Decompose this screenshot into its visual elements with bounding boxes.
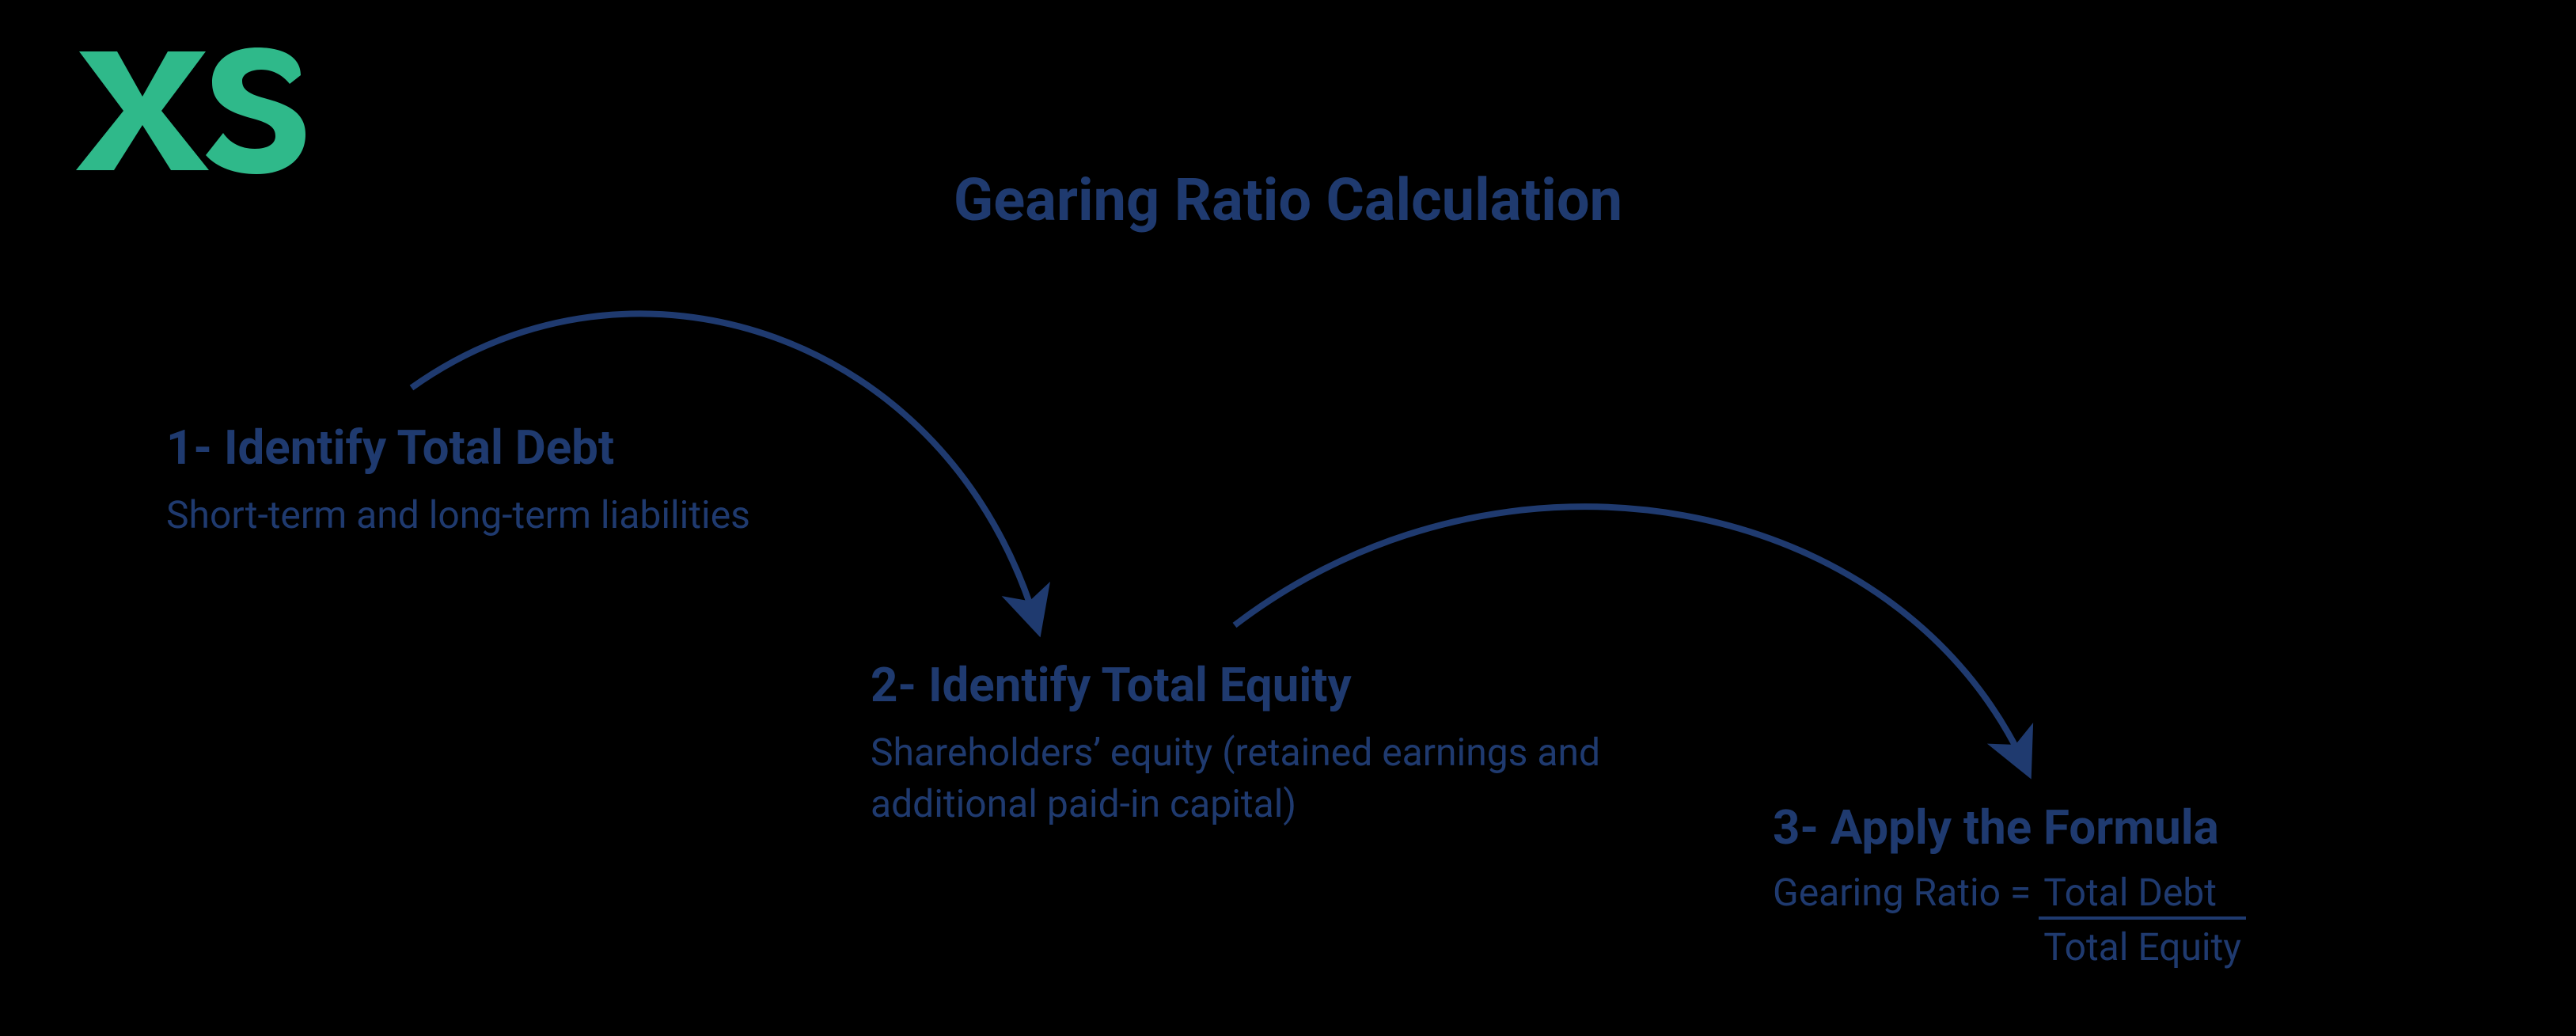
step-2-desc: Shareholders’ equity (retained earnings … xyxy=(871,727,1709,830)
xs-logo xyxy=(71,40,309,177)
step-1-desc: Short-term and long-term liabilities xyxy=(166,490,926,541)
formula-fraction: Total Debt Total Equity xyxy=(2039,870,2246,970)
formula-prefix: Gearing Ratio = xyxy=(1773,870,2031,915)
formula-numerator: Total Debt xyxy=(2039,870,2246,920)
step-2-heading: 2- Identify Total Equity xyxy=(871,657,1709,713)
step-1: 1- Identify Total Debt Short-term and lo… xyxy=(166,419,926,541)
formula-denominator: Total Equity xyxy=(2039,920,2246,970)
step-3-heading: 3- Apply the Formula xyxy=(1773,799,2485,856)
page-title: Gearing Ratio Calculation xyxy=(954,166,1622,235)
step-2: 2- Identify Total Equity Shareholders’ e… xyxy=(871,657,1709,830)
step-3-formula: Gearing Ratio = Total Debt Total Equity xyxy=(1773,870,2246,970)
step-1-heading: 1- Identify Total Debt xyxy=(166,419,926,476)
step-3: 3- Apply the Formula Gearing Ratio = Tot… xyxy=(1773,799,2485,970)
